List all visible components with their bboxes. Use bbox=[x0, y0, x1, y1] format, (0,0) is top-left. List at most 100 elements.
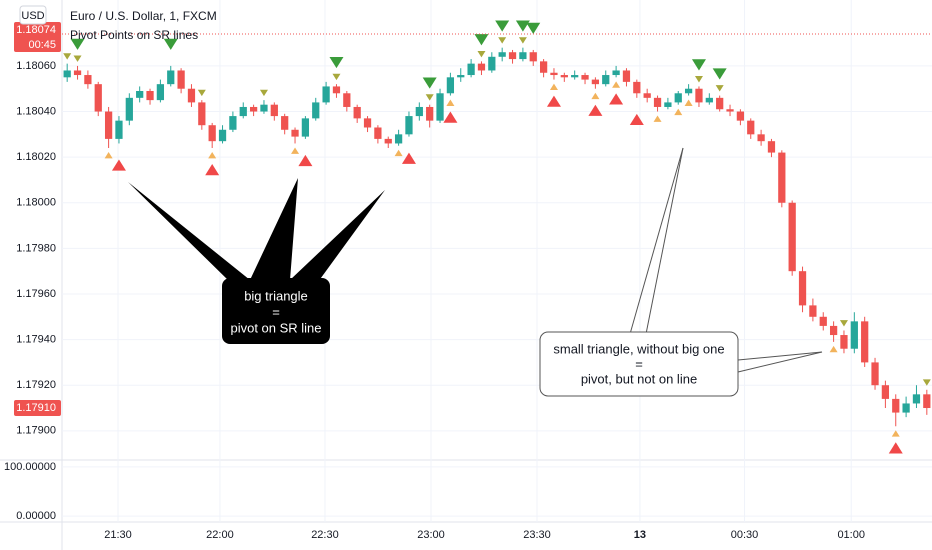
candle-body bbox=[539, 61, 548, 73]
y-tick-label: 1.17900 bbox=[16, 425, 56, 437]
candle-body bbox=[736, 111, 745, 121]
callout-pointer bbox=[629, 147, 684, 335]
currency-button[interactable] bbox=[19, 5, 47, 25]
candle-body bbox=[270, 104, 278, 117]
candle-body bbox=[716, 97, 724, 110]
pivot-marker bbox=[73, 55, 82, 62]
pivot-marker bbox=[684, 99, 693, 106]
candle-body bbox=[239, 106, 247, 117]
candle-body bbox=[633, 81, 641, 94]
pivot-marker bbox=[715, 85, 724, 92]
candle-body bbox=[695, 88, 703, 103]
pivot-marker bbox=[477, 50, 486, 58]
candle-body bbox=[301, 118, 310, 137]
callout-text: = bbox=[272, 304, 280, 319]
pivot-marker bbox=[446, 99, 455, 106]
candle-body bbox=[819, 316, 827, 326]
candle-body bbox=[187, 88, 196, 103]
candle-body bbox=[674, 93, 682, 103]
candle-body bbox=[612, 70, 620, 76]
pivot-marker bbox=[394, 149, 403, 157]
pivot-marker bbox=[829, 345, 838, 353]
candle-body bbox=[602, 75, 610, 85]
callout-text: pivot on SR line bbox=[230, 320, 321, 335]
pivot-marker bbox=[298, 154, 313, 167]
candle-body bbox=[436, 93, 444, 121]
candle-body bbox=[529, 52, 537, 62]
x-tick-label: 23:00 bbox=[417, 529, 445, 541]
callout-pointer bbox=[737, 351, 823, 373]
candle-body bbox=[146, 91, 154, 101]
x-tick-label: 22:00 bbox=[206, 529, 234, 541]
pivot-marker bbox=[425, 94, 434, 101]
pivot-marker bbox=[401, 152, 416, 164]
candle-body bbox=[643, 93, 651, 98]
x-tick-label: 00:30 bbox=[731, 529, 759, 541]
callout-pointer bbox=[737, 351, 823, 361]
callout-text: = bbox=[635, 356, 643, 371]
x-tick-label: 13 bbox=[634, 529, 646, 541]
candle-body bbox=[115, 120, 123, 139]
pivot-marker bbox=[208, 152, 217, 159]
x-tick-label: 22:30 bbox=[311, 529, 339, 541]
callout-box bbox=[539, 331, 739, 397]
candle-body bbox=[156, 84, 165, 101]
candle-body bbox=[384, 138, 392, 144]
candle-body bbox=[726, 109, 734, 112]
callout-pointer bbox=[128, 178, 385, 282]
pivot-marker bbox=[694, 76, 703, 83]
candle-body bbox=[892, 398, 900, 413]
chart-title: Euro / U.S. Dollar, 1, FXCM bbox=[70, 9, 217, 23]
y-tick-label: 1.17960 bbox=[16, 288, 56, 300]
callout-pointer bbox=[645, 147, 684, 335]
candle-body bbox=[353, 106, 361, 119]
candle-body bbox=[581, 75, 589, 80]
candle-body bbox=[757, 134, 765, 142]
y-tick-label: 1.18020 bbox=[16, 151, 56, 163]
y-tick-label: 1.18000 bbox=[16, 197, 56, 209]
price-badge bbox=[14, 400, 61, 417]
x-tick-label: 21:30 bbox=[104, 529, 132, 541]
candle-body bbox=[405, 116, 413, 135]
candle-body bbox=[177, 70, 185, 89]
candle-body bbox=[508, 52, 517, 60]
y-tick-label: 0.00000 bbox=[16, 510, 56, 522]
candle-body bbox=[664, 102, 672, 107]
candle-body bbox=[653, 97, 662, 107]
candle-body bbox=[788, 202, 796, 272]
pivot-marker bbox=[691, 59, 706, 71]
candle-body bbox=[394, 134, 403, 144]
candle-body bbox=[778, 152, 786, 203]
candle-body bbox=[73, 70, 82, 76]
callout-text: pivot, but not on line bbox=[581, 371, 697, 386]
candle-body bbox=[467, 63, 475, 76]
candle-body bbox=[291, 129, 299, 137]
plot bbox=[62, 20, 932, 454]
candle-body bbox=[850, 321, 858, 349]
candle-body bbox=[415, 106, 423, 117]
pivot-marker bbox=[498, 37, 507, 44]
x-tick-label: 01:00 bbox=[837, 529, 865, 541]
candle-body bbox=[426, 106, 434, 121]
candle-body bbox=[281, 116, 289, 130]
candle-body bbox=[477, 63, 486, 71]
y-tick-label: 1.17980 bbox=[16, 242, 56, 254]
y-tick-label: 1.18040 bbox=[16, 105, 56, 117]
pivot-marker bbox=[549, 83, 558, 90]
pivot-marker bbox=[332, 73, 341, 81]
candle-body bbox=[488, 56, 496, 71]
currency[interactable]: USD bbox=[21, 10, 44, 22]
candle-body bbox=[912, 394, 921, 404]
candle-body bbox=[63, 70, 71, 78]
candle-body bbox=[881, 385, 890, 399]
candle-body bbox=[871, 362, 879, 386]
pivot-marker bbox=[111, 159, 126, 171]
candle-body bbox=[249, 106, 258, 112]
pivot-marker bbox=[104, 152, 113, 159]
candle-body bbox=[94, 84, 102, 112]
pivot-marker bbox=[526, 22, 541, 34]
candle-body bbox=[84, 75, 92, 85]
candle-body bbox=[560, 75, 568, 78]
candle-body bbox=[260, 104, 268, 112]
price-badge-label: 1.18074 bbox=[16, 24, 56, 36]
